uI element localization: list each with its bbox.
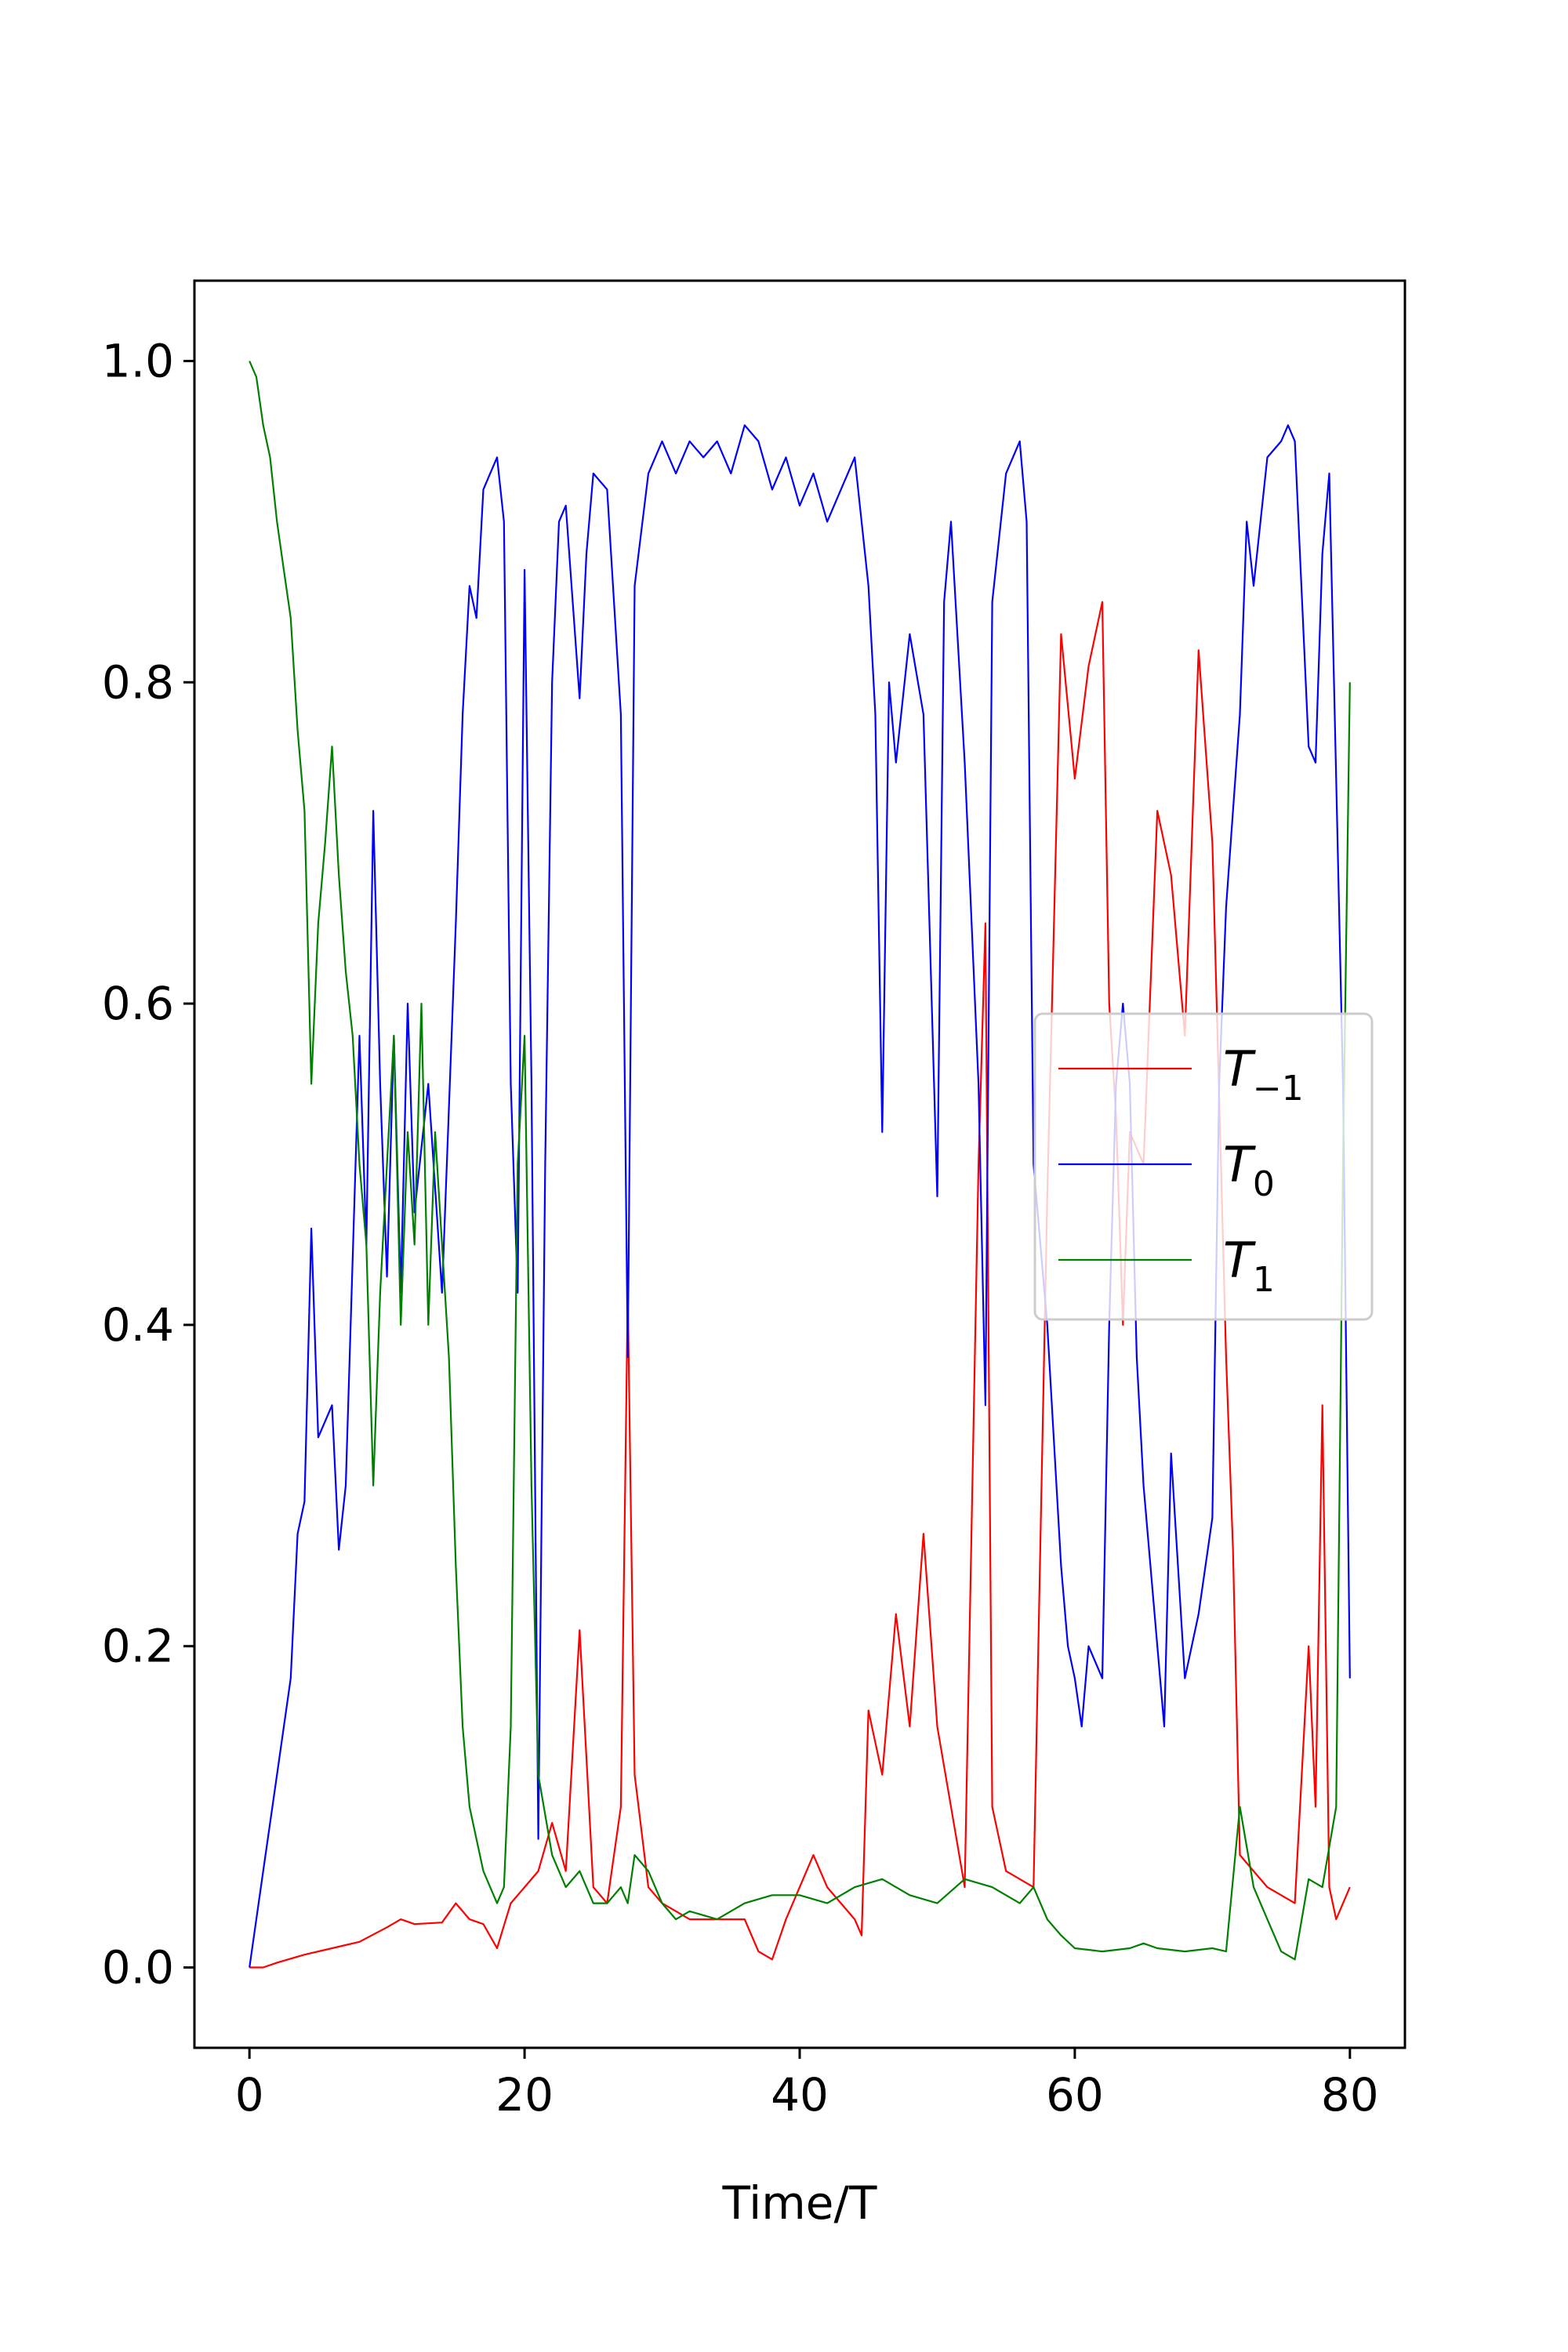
y-tick-label: 0.6 [102, 977, 174, 1030]
x-tick-label: 20 [495, 2068, 554, 2122]
y-tick-label: 1.0 [102, 334, 174, 387]
ticks-layer: 0 20 40 60 80 0.0 0.2 0.4 0.6 0.8 1.0 [102, 334, 1379, 2122]
x-axis-label: Time/T [722, 2176, 877, 2230]
x-tick-label: 0 [235, 2068, 264, 2122]
legend: T−1 T0 T1 [1033, 1012, 1374, 1321]
x-tick-label: 80 [1321, 2068, 1379, 2122]
legend-box [1033, 1012, 1374, 1321]
legend-label-2: T1 [1223, 1232, 1275, 1300]
series-line-2 [249, 361, 1351, 1961]
x-tick-label: 40 [771, 2068, 829, 2122]
x-tick-label: 60 [1046, 2068, 1104, 2122]
y-tick-label: 0.2 [102, 1620, 174, 1673]
y-tick-label: 0.8 [102, 655, 174, 709]
series-line-0 [249, 601, 1351, 1969]
legend-label-0: T−1 [1223, 1040, 1304, 1109]
legend-label-1: T0 [1223, 1136, 1275, 1204]
y-tick-label: 0.4 [102, 1298, 174, 1352]
series-layer [249, 361, 1351, 1969]
y-tick-label: 0.0 [102, 1941, 174, 1994]
